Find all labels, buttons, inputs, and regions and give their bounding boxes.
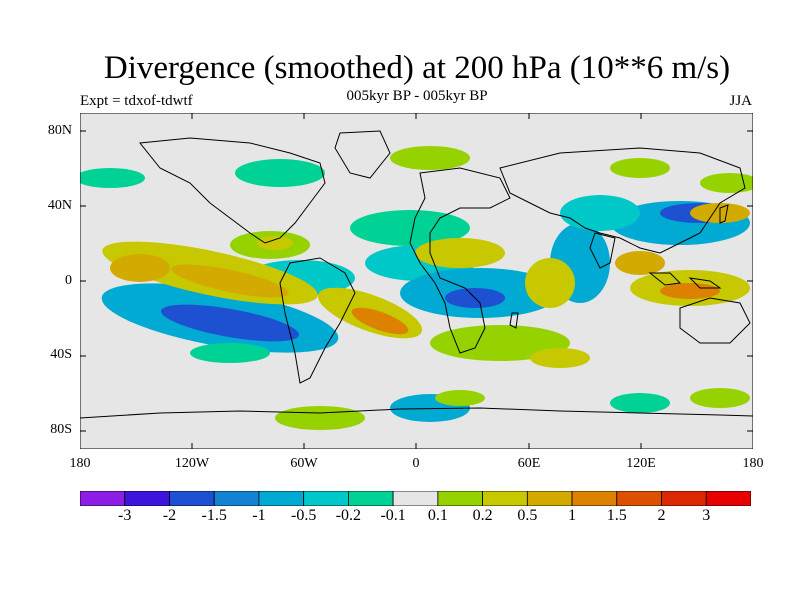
colorbar-swatch xyxy=(258,491,305,506)
colorbar-label: 3 xyxy=(702,507,711,524)
lon-label-180w: 180 xyxy=(69,456,91,471)
colorbar-label: 0.5 xyxy=(517,507,538,524)
colorbar-swatch xyxy=(213,491,260,506)
colorbar-label: 2 xyxy=(657,507,666,524)
colorbar-swatch xyxy=(347,491,394,506)
plot-subtitle: 005kyr BP - 005kyr BP xyxy=(346,88,488,104)
map-ticks xyxy=(80,113,753,449)
lat-label-40s: 40S xyxy=(50,347,72,362)
lat-label-40n: 40N xyxy=(47,198,72,213)
colorbar-label: -1 xyxy=(252,507,266,524)
colorbar-swatch xyxy=(392,491,439,506)
experiment-label: Expt = tdxof-tdwtf xyxy=(80,93,193,109)
lat-label-80n: 80N xyxy=(47,123,72,138)
plot-title: Divergence (smoothed) at 200 hPa (10**6 … xyxy=(103,50,731,86)
season-label: JJA xyxy=(729,93,752,109)
colorbar-swatch xyxy=(437,491,483,506)
colorbar-swatch xyxy=(303,491,349,506)
coastlines xyxy=(80,130,753,419)
colorbar-swatch xyxy=(124,491,170,506)
colorbar-label: 1 xyxy=(568,507,577,524)
colorbar-label: -0.2 xyxy=(335,507,362,524)
colorbar-swatch xyxy=(482,491,528,506)
colorbar-label: 0.2 xyxy=(472,507,493,524)
colorbar-swatch xyxy=(571,491,618,506)
divergence-map xyxy=(80,113,753,449)
lon-label-120w: 120W xyxy=(174,456,210,471)
colorbar-swatch xyxy=(616,491,662,506)
lon-label-180e: 180 xyxy=(742,456,764,471)
colorbar-swatch xyxy=(661,491,707,506)
colorbar-label: -1.5 xyxy=(201,507,227,524)
colorbar-label: 1.5 xyxy=(606,507,627,524)
colorbar-label: -3 xyxy=(118,507,132,524)
lon-label-60e: 60E xyxy=(517,456,541,471)
colorbar-label: 0.1 xyxy=(427,507,448,524)
colorbar xyxy=(80,491,751,506)
colorbar-swatch xyxy=(169,491,215,506)
colorbar-swatch xyxy=(705,491,751,506)
colorbar-label: -0.5 xyxy=(290,507,317,524)
lon-label-120e: 120E xyxy=(626,456,656,471)
colorbar-swatch xyxy=(526,491,573,506)
colorbar-swatch xyxy=(80,491,126,506)
lon-label-60w: 60W xyxy=(290,456,318,471)
lat-label-80s: 80S xyxy=(50,422,72,437)
lon-label-0: 0 xyxy=(412,456,420,471)
lat-label-0: 0 xyxy=(65,273,72,288)
colorbar-label: -0.1 xyxy=(380,507,406,524)
colorbar-label: -2 xyxy=(162,507,177,524)
